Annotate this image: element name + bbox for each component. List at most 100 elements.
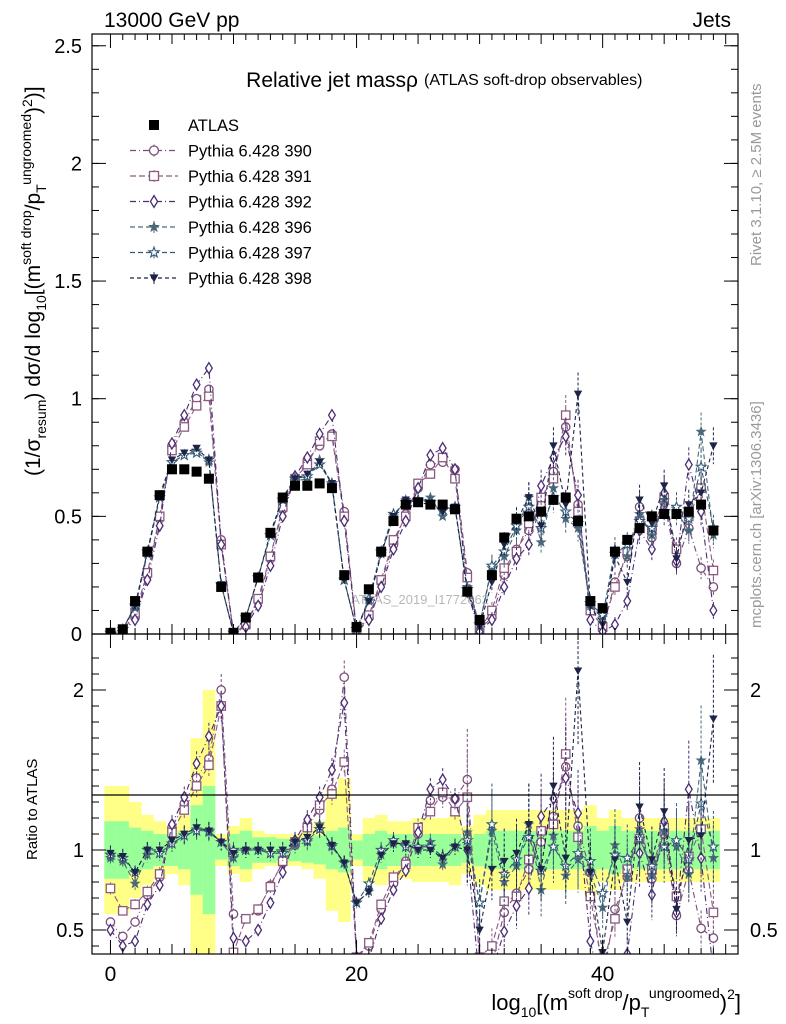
data-point [695,425,707,437]
data-point [290,475,300,483]
data-point [683,506,694,517]
data-point [438,441,447,455]
ratio-point [303,812,312,827]
ratio-point [426,846,435,855]
ratio-point [167,837,177,845]
ratio-point [339,672,350,683]
y-tick-label: 1.5 [54,271,82,293]
data-point [142,546,153,557]
ratio-point [672,905,681,914]
data-point [216,581,227,592]
ratio-point [303,833,312,842]
data-point [240,612,251,623]
ratio-point [475,926,484,935]
data-point [277,492,288,503]
data-point [623,578,632,587]
ratio-point [500,857,509,866]
x-tick-label: 20 [345,963,368,986]
ratio-point [327,841,337,850]
ratio-point [204,827,214,835]
data-point [130,596,141,607]
ratio-point [586,869,595,877]
ratio-point [610,856,620,864]
ratio-point [377,912,386,926]
ratio-point [524,881,533,896]
data-point [191,466,202,477]
ratio-point [155,878,164,892]
legend-label: Pythia 6.428 392 [188,194,312,212]
legend: ATLAS Pythia 6.428 390 Pythia 6.428 391 Pyt… [130,117,312,288]
ratio-point [573,667,583,675]
ratio-point [524,821,534,829]
legend-marker [148,145,160,156]
y-tick-label: 0.5 [54,506,82,528]
data-point [708,525,719,536]
data-point [192,444,201,453]
legend-marker [148,220,160,233]
ratio-panel-frame [91,633,739,955]
ratio-series-line [110,670,714,953]
mcplots-label: mcplots.cern.ch [arXiv:1306.3436] [748,401,765,628]
data-point [364,613,373,627]
ratio-point [191,781,202,791]
ratio-point [659,808,669,816]
ratio-point [204,729,214,744]
data-point [290,480,301,491]
data-point [253,599,263,613]
series-atlas [105,464,719,634]
legend-label: Pythia 6.428 398 [188,270,312,288]
ratio-point [450,806,460,817]
data-point [500,541,509,549]
stat-uncertainty-band-segment [202,786,216,914]
ratio-point [389,840,398,848]
data-point [339,570,350,581]
data-point [634,523,645,534]
data-point [586,613,595,627]
ratio-panel-series [104,634,720,954]
ratio-point [278,846,287,855]
main-y-axis-label: (1/σresum) dσ/d log10[(msoft drop/pTungr… [18,86,49,476]
data-point [671,509,682,519]
ratio-point [549,782,558,791]
ratio-point [339,757,350,767]
data-point [659,509,670,519]
x-tick-label: 40 [591,963,614,986]
ratio-point [537,809,546,824]
ratio-point [154,869,165,879]
ratio-series-pythia-6-428-392 [106,687,712,954]
legend-label: Pythia 6.428 391 [188,168,312,186]
data-point [340,514,349,528]
ratio-point [204,760,214,771]
data-point [487,578,497,587]
ratio-point [228,909,239,919]
ratio-point [684,837,693,845]
ratio-point [130,899,140,910]
ratio-point [130,917,140,927]
chart-subtitle: (ATLAS soft-drop observables) [424,72,642,89]
ratio-point [106,923,115,937]
legend-label: ATLAS [188,117,239,135]
ratio-point [707,840,720,853]
ratio-y-tick-label: 1 [73,840,84,862]
ratio-point [376,899,387,910]
ratio-point [217,699,226,713]
chart-title: Relative jet massρ [246,69,418,92]
data-point [315,458,324,467]
data-point [635,496,644,505]
data-point [500,580,509,594]
ratio-point [315,824,324,832]
stat-uncertainty-band-segment [350,840,364,860]
data-point [696,504,706,519]
ratio-point [167,817,177,832]
ratio-point [253,904,263,915]
data-point [401,514,410,528]
ratio-point [684,782,693,796]
data-point [303,470,312,479]
ratio-point [512,899,521,913]
ratio-point [500,924,509,939]
ratio-point [670,833,683,846]
stat-uncertainty-band-segment [313,835,327,865]
data-point [573,488,583,502]
ratio-point [118,853,127,861]
ratio-point [635,803,644,811]
